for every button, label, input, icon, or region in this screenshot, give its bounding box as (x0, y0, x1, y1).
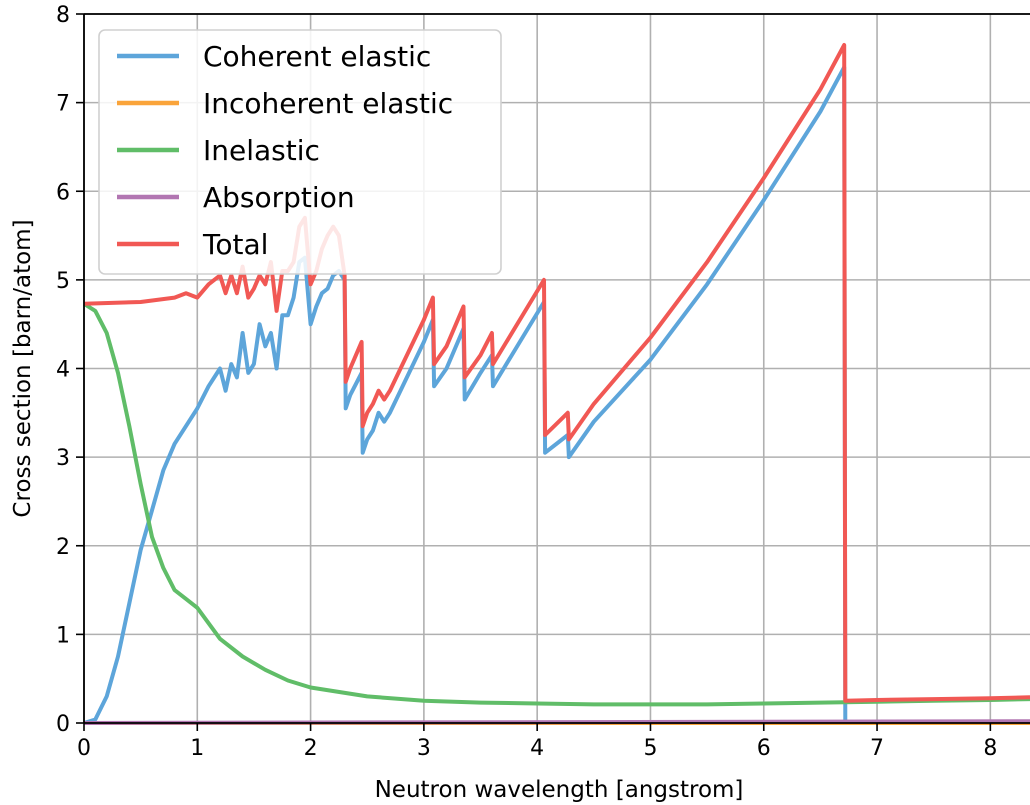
ticks: 0 1 2 3 4 5 6 7 8 0 1 2 3 4 5 6 7 8 (56, 3, 997, 761)
legend-box (98, 29, 502, 275)
x-tick-label: 0 (77, 736, 91, 761)
y-axis-label: Cross section [barn/atom] (10, 219, 36, 517)
legend-label: Coherent elastic (203, 40, 431, 73)
y-tick-label: 0 (56, 712, 70, 737)
y-tick-label: 4 (56, 358, 70, 383)
legend-label: Total (202, 228, 268, 261)
y-tick-label: 6 (56, 180, 70, 205)
x-tick-label: 7 (870, 736, 884, 761)
x-axis-label: Neutron wavelength [angstrom] (375, 777, 744, 803)
legend-label: Absorption (203, 181, 355, 214)
x-tick-label: 8 (983, 736, 997, 761)
y-tick-label: 8 (56, 3, 70, 28)
y-tick-label: 2 (56, 535, 70, 560)
legend-label: Inelastic (203, 134, 320, 167)
x-tick-label: 5 (643, 736, 657, 761)
x-tick-label: 4 (530, 736, 544, 761)
x-tick-label: 1 (190, 736, 204, 761)
series-line-inelastic (82, 302, 1030, 707)
legend-label: Incoherent elastic (203, 87, 453, 120)
y-tick-label: 5 (56, 269, 70, 294)
legend: Coherent elastic Incoherent elastic Inelas… (98, 29, 502, 275)
y-tick-label: 3 (56, 446, 70, 471)
y-tick-label: 1 (56, 623, 70, 648)
x-tick-label: 2 (304, 736, 318, 761)
y-tick-label: 7 (56, 92, 70, 117)
x-tick-label: 3 (417, 736, 431, 761)
x-tick-label: 6 (757, 736, 771, 761)
